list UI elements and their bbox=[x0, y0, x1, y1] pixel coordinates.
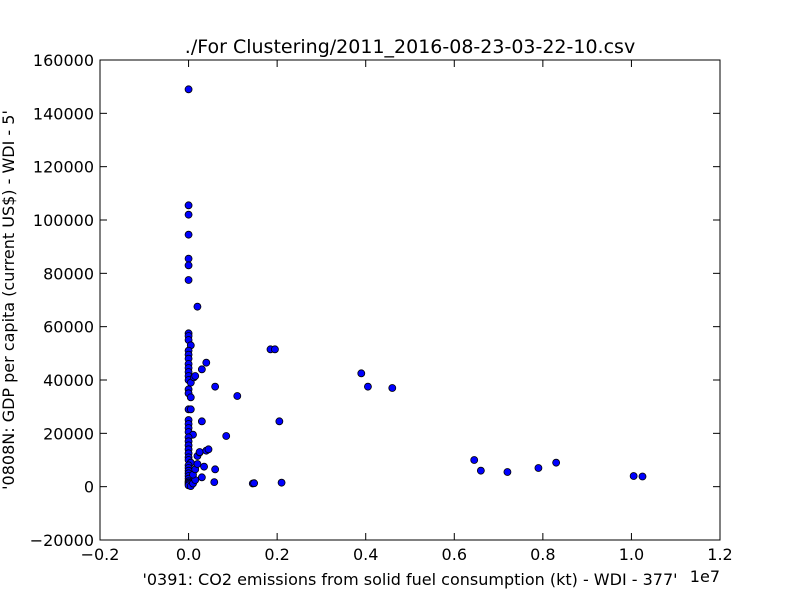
data-point bbox=[388, 384, 397, 392]
y-tick-label: 60000 bbox=[43, 318, 94, 337]
data-point bbox=[222, 432, 231, 440]
data-point bbox=[197, 365, 206, 374]
y-tick-label: 40000 bbox=[43, 371, 94, 390]
y-axis-label: '0808N: GDP per capita (current US$) - W… bbox=[0, 110, 18, 490]
data-point bbox=[200, 462, 208, 471]
data-point bbox=[191, 372, 200, 380]
data-point bbox=[202, 358, 211, 367]
data-point bbox=[184, 230, 193, 239]
data-point bbox=[204, 445, 213, 454]
data-point bbox=[233, 392, 242, 400]
data-point bbox=[277, 478, 286, 487]
x-tick-label: 1.2 bbox=[707, 545, 732, 564]
chart-title: ./For Clustering/2011_2016-08-23-03-22-1… bbox=[185, 36, 635, 58]
y-tick-label: 100000 bbox=[33, 211, 94, 230]
x-tick-label: −0.2 bbox=[81, 545, 120, 564]
x-tick-label: 0.8 bbox=[530, 545, 555, 564]
data-point bbox=[184, 201, 193, 210]
data-point bbox=[197, 417, 206, 426]
data-point bbox=[638, 472, 647, 481]
data-point bbox=[184, 210, 193, 219]
data-point bbox=[186, 393, 195, 402]
x-axis-label: '0391: CO2 emissions from solid fuel con… bbox=[142, 570, 677, 589]
data-point bbox=[503, 468, 512, 476]
data-point bbox=[357, 369, 366, 378]
y-tick-label: 80000 bbox=[43, 264, 94, 283]
data-point bbox=[193, 302, 202, 311]
data-point bbox=[275, 417, 284, 426]
data-points bbox=[184, 85, 647, 491]
data-point bbox=[184, 254, 193, 263]
data-point bbox=[250, 479, 259, 488]
data-point bbox=[186, 405, 195, 414]
data-point bbox=[184, 276, 193, 284]
data-point bbox=[211, 465, 220, 474]
data-point bbox=[534, 464, 543, 472]
x-tick-label: 0.0 bbox=[176, 545, 201, 564]
x-tick-label: 0.4 bbox=[353, 545, 378, 564]
y-tick-label: 0 bbox=[84, 478, 94, 497]
data-point bbox=[629, 472, 638, 480]
y-tick-label: 140000 bbox=[33, 104, 94, 123]
data-point bbox=[470, 456, 479, 464]
axis-ticks: −0.2 0.0 0.2 0.4 0.6 0.8 1.0 1.2 −20000 0 20000 400… bbox=[30, 51, 733, 564]
x-tick-label: 1.0 bbox=[619, 545, 644, 564]
data-point bbox=[195, 448, 204, 456]
x-tick-label: 0.2 bbox=[264, 545, 289, 564]
plot-frame bbox=[99, 59, 721, 541]
data-point bbox=[476, 466, 485, 475]
data-point bbox=[211, 382, 220, 391]
data-point bbox=[197, 473, 206, 482]
data-point bbox=[184, 85, 193, 94]
data-point bbox=[271, 345, 279, 354]
data-point bbox=[184, 261, 193, 270]
data-point bbox=[552, 458, 561, 467]
data-point bbox=[364, 382, 372, 391]
data-point bbox=[193, 460, 202, 468]
y-tick-label: 120000 bbox=[33, 158, 94, 177]
data-point bbox=[210, 478, 219, 487]
y-tick-label: 20000 bbox=[43, 424, 94, 443]
y-tick-label: −20000 bbox=[30, 531, 94, 550]
y-tick-label: 160000 bbox=[33, 51, 94, 70]
plot-area bbox=[100, 60, 720, 540]
x-tick-label: 0.6 bbox=[442, 545, 467, 564]
x-axis-offset-label: 1e7 bbox=[690, 567, 720, 586]
